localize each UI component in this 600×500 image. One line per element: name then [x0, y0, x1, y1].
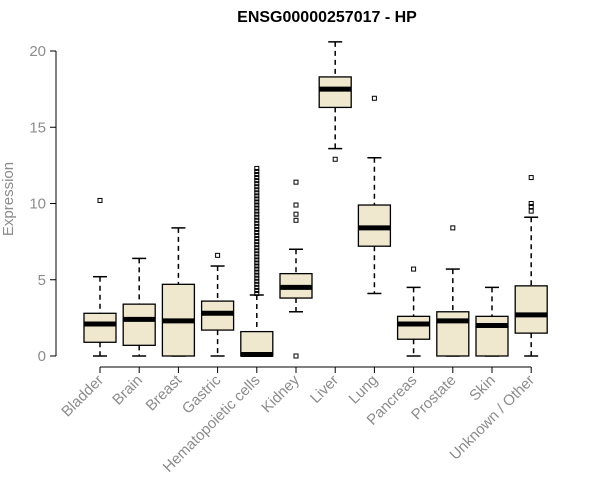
outlier-point [293, 179, 299, 185]
outlier-point [332, 156, 338, 162]
outlier-point [254, 260, 260, 266]
outlier-point [254, 190, 260, 196]
outlier-point [254, 175, 260, 181]
iqr-box [83, 312, 117, 343]
outlier-point [254, 187, 260, 193]
outlier-point [254, 202, 260, 208]
outlier-point [254, 172, 260, 178]
outlier-point [254, 281, 260, 287]
outlier-point [293, 211, 299, 217]
outlier-point [254, 287, 260, 293]
outlier-point [254, 269, 260, 275]
outlier-point [254, 178, 260, 184]
outlier-point [254, 248, 260, 254]
box-group [122, 257, 156, 357]
box-group [279, 179, 313, 359]
outlier-point [254, 236, 260, 242]
outlier-point [293, 202, 299, 208]
outlier-point [254, 266, 260, 272]
x-tick-label: Liver [307, 372, 342, 407]
outlier-point [254, 229, 260, 235]
outlier-point [254, 278, 260, 284]
outlier-point [254, 168, 260, 174]
outlier-point [254, 242, 260, 248]
y-tick-label: 10 [29, 196, 46, 213]
iqr-box [436, 311, 470, 357]
y-tick-label: 0 [38, 348, 46, 365]
y-tick-label: 5 [38, 272, 46, 289]
outlier-point [528, 204, 534, 210]
outlier-point [254, 223, 260, 229]
outlier-point [97, 197, 103, 203]
plot-area [83, 41, 548, 359]
outlier-point [254, 214, 260, 220]
chart-title: ENSG00000257017 - HP [237, 9, 417, 26]
iqr-box [475, 315, 509, 357]
outlier-point [411, 266, 417, 272]
outlier-point [254, 245, 260, 251]
outlier-point [254, 251, 260, 257]
y-tick-label: 15 [29, 119, 46, 136]
outlier-point [254, 226, 260, 232]
box-group [396, 266, 431, 357]
outlier-point [254, 254, 260, 260]
outlier-point [254, 239, 260, 245]
y-axis: 0 5 10 15 20 [29, 43, 57, 365]
box-group [161, 227, 196, 357]
outlier-point [254, 272, 260, 278]
outlier-point [254, 193, 260, 199]
y-axis-label: Expression [0, 162, 17, 236]
outlier-point [371, 95, 377, 101]
outlier-point [450, 225, 456, 231]
box-group [357, 95, 392, 295]
x-tick-label: Brain [109, 372, 146, 409]
outlier-point [254, 196, 260, 202]
box-group [475, 286, 509, 357]
y-tick-label: 20 [29, 43, 46, 60]
x-tick-label: Breast [143, 371, 186, 414]
x-tick-label: Lung [346, 372, 382, 408]
box-group [240, 165, 274, 357]
x-tick-label: Kidney [258, 371, 303, 416]
box-group [200, 252, 235, 357]
x-tick-label: Bladder [58, 372, 107, 421]
outlier-point [254, 220, 260, 226]
outlier-point [254, 217, 260, 223]
outlier-point [254, 290, 260, 296]
outlier-point [254, 263, 260, 269]
outlier-point [254, 199, 260, 205]
iqr-box [514, 285, 548, 334]
outlier-point [293, 353, 299, 359]
outlier-point [528, 201, 534, 206]
box-group [318, 41, 352, 162]
outlier-point [254, 257, 260, 263]
outlier-point [254, 184, 260, 190]
iqr-box [240, 330, 274, 357]
iqr-box [318, 76, 352, 109]
outlier-point [254, 233, 260, 239]
outlier-point [254, 205, 260, 211]
iqr-box [122, 303, 156, 346]
outlier-point [293, 217, 299, 223]
box-group [514, 175, 548, 357]
outlier-point [215, 252, 221, 258]
outlier-point [528, 208, 534, 214]
outlier-point [254, 181, 260, 187]
iqr-box [396, 315, 431, 340]
outlier-point [254, 165, 260, 171]
box-group [436, 225, 470, 357]
x-tick-label: Skin [466, 372, 499, 405]
outlier-point [254, 284, 260, 290]
outlier-point [254, 208, 260, 214]
box-group [83, 197, 117, 357]
outlier-point [254, 211, 260, 217]
outlier-point [528, 175, 534, 181]
outlier-point [254, 275, 260, 281]
